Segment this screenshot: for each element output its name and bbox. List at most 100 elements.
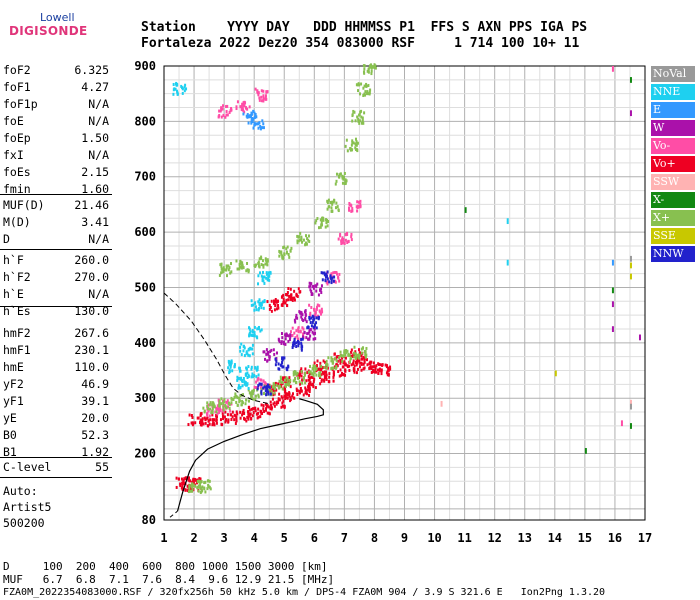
trace-point-x- — [245, 398, 248, 402]
trace-point-nne — [176, 89, 179, 93]
trace-point-nne — [185, 87, 188, 91]
y-tick-label: 900 — [134, 59, 156, 73]
trace-point-x- — [219, 263, 222, 267]
param-separator — [0, 306, 112, 307]
trace-point-vo- — [321, 310, 324, 314]
trace-point-nnw — [332, 279, 335, 283]
param-value: N/A — [88, 287, 109, 301]
trace-point-vo- — [274, 381, 277, 385]
trace-point-vo- — [344, 238, 347, 242]
trace-point-x- — [584, 450, 587, 454]
trace-point-nnw — [313, 317, 316, 321]
trace-point-vo- — [198, 477, 201, 481]
trace-point-x- — [238, 267, 241, 271]
trace-point-vo- — [350, 235, 353, 239]
trace-point-x- — [629, 77, 632, 81]
trace-point-vo- — [179, 482, 182, 486]
trace-point-vo- — [201, 420, 204, 424]
trace-point-nnw — [293, 342, 296, 346]
trace-point-w — [275, 351, 278, 355]
trace-point-x- — [292, 373, 295, 377]
trace-point-nnw — [258, 382, 261, 386]
auto-scaling-line: 500200 — [3, 516, 45, 530]
trace-point-vo- — [370, 360, 373, 364]
trace-point-vo- — [250, 416, 253, 420]
trace-point-vo- — [236, 412, 239, 416]
trace-point-vo- — [175, 476, 178, 480]
trace-point-vo- — [258, 96, 261, 100]
trace-point-vo- — [285, 298, 288, 302]
trace-point-nne — [228, 369, 231, 373]
trace-point-nne — [269, 271, 272, 275]
trace-point-x- — [345, 138, 348, 142]
trace-point-vo- — [359, 361, 362, 365]
trace-point-vo- — [297, 327, 300, 331]
param-value: 1.60 — [81, 182, 109, 196]
trace-point-vo- — [352, 362, 355, 366]
trace-point-vo- — [254, 409, 257, 413]
trace-point-nnw — [286, 368, 289, 372]
trace-point-vo- — [248, 105, 251, 109]
trace-point-x- — [209, 487, 212, 491]
trace-point-vo- — [296, 337, 299, 341]
trace-point-x- — [279, 380, 282, 384]
trace-point-x- — [187, 490, 190, 494]
trace-point-x- — [369, 88, 372, 92]
trace-point-nne — [258, 271, 261, 275]
trace-point-vo- — [224, 418, 227, 422]
param-row-g2-1: M(D) 3.41 — [3, 214, 109, 231]
trace-point-x- — [337, 209, 340, 213]
trace-point-vo- — [189, 479, 192, 483]
trace-point-w — [296, 316, 299, 320]
trace-point-vo- — [218, 109, 221, 113]
trace-point-x- — [365, 346, 368, 350]
trace-point-vo- — [247, 414, 250, 418]
trace-point-vo- — [277, 303, 280, 307]
trace-point-nnw — [260, 392, 263, 396]
trace-point-vo- — [320, 368, 323, 372]
trace-point-x- — [370, 69, 373, 73]
trace-point-vo- — [363, 360, 366, 364]
trace-point-x- — [365, 92, 368, 96]
trace-point-vo- — [306, 371, 309, 375]
trace-point-x- — [300, 369, 303, 373]
trace-point-vo- — [369, 365, 372, 369]
trace-point-vo- — [374, 366, 377, 370]
trace-point-x- — [344, 178, 347, 182]
trace-point-vo- — [375, 364, 378, 368]
trace-point-x- — [314, 368, 317, 372]
trace-point-vo- — [386, 369, 389, 373]
trace-point-e — [255, 115, 258, 119]
trace-point-vo- — [186, 484, 189, 488]
trace-point-x- — [336, 205, 339, 209]
trace-point-vo- — [335, 271, 338, 275]
trace-point-nnw — [295, 344, 298, 348]
trace-point-nnw — [277, 367, 280, 371]
trace-point-nnw — [301, 337, 304, 341]
trace-point-vo- — [206, 416, 209, 420]
x-tick-label: 6 — [311, 531, 318, 545]
param-row-g4-1: hmF1 230.1 — [3, 342, 109, 359]
param-row-g3-2: h`E N/A — [3, 286, 109, 303]
trace-point-x- — [339, 172, 342, 176]
trace-point-w — [311, 292, 314, 296]
trace-point-vo- — [194, 421, 197, 425]
trace-point-x- — [218, 273, 221, 277]
trace-point-w — [277, 337, 280, 341]
trace-point-vo- — [339, 234, 342, 238]
trace-point-x- — [317, 226, 320, 230]
trace-point-x- — [355, 83, 358, 87]
trace-point-vo- — [323, 375, 326, 379]
trace-point-w — [317, 293, 320, 297]
trace-point-vo- — [344, 356, 347, 360]
trace-point-x- — [321, 223, 324, 227]
trace-point-x- — [358, 113, 361, 117]
trace-point-vo- — [355, 371, 358, 375]
trace-point-vo- — [313, 377, 316, 381]
trace-point-x- — [343, 354, 346, 358]
trace-point-x- — [252, 390, 255, 394]
trace-point-vo- — [207, 424, 210, 428]
param-row-g4-0: hmF2 267.6 — [3, 325, 109, 342]
trace-point-x- — [464, 207, 467, 211]
trace-point-vo- — [309, 311, 312, 315]
